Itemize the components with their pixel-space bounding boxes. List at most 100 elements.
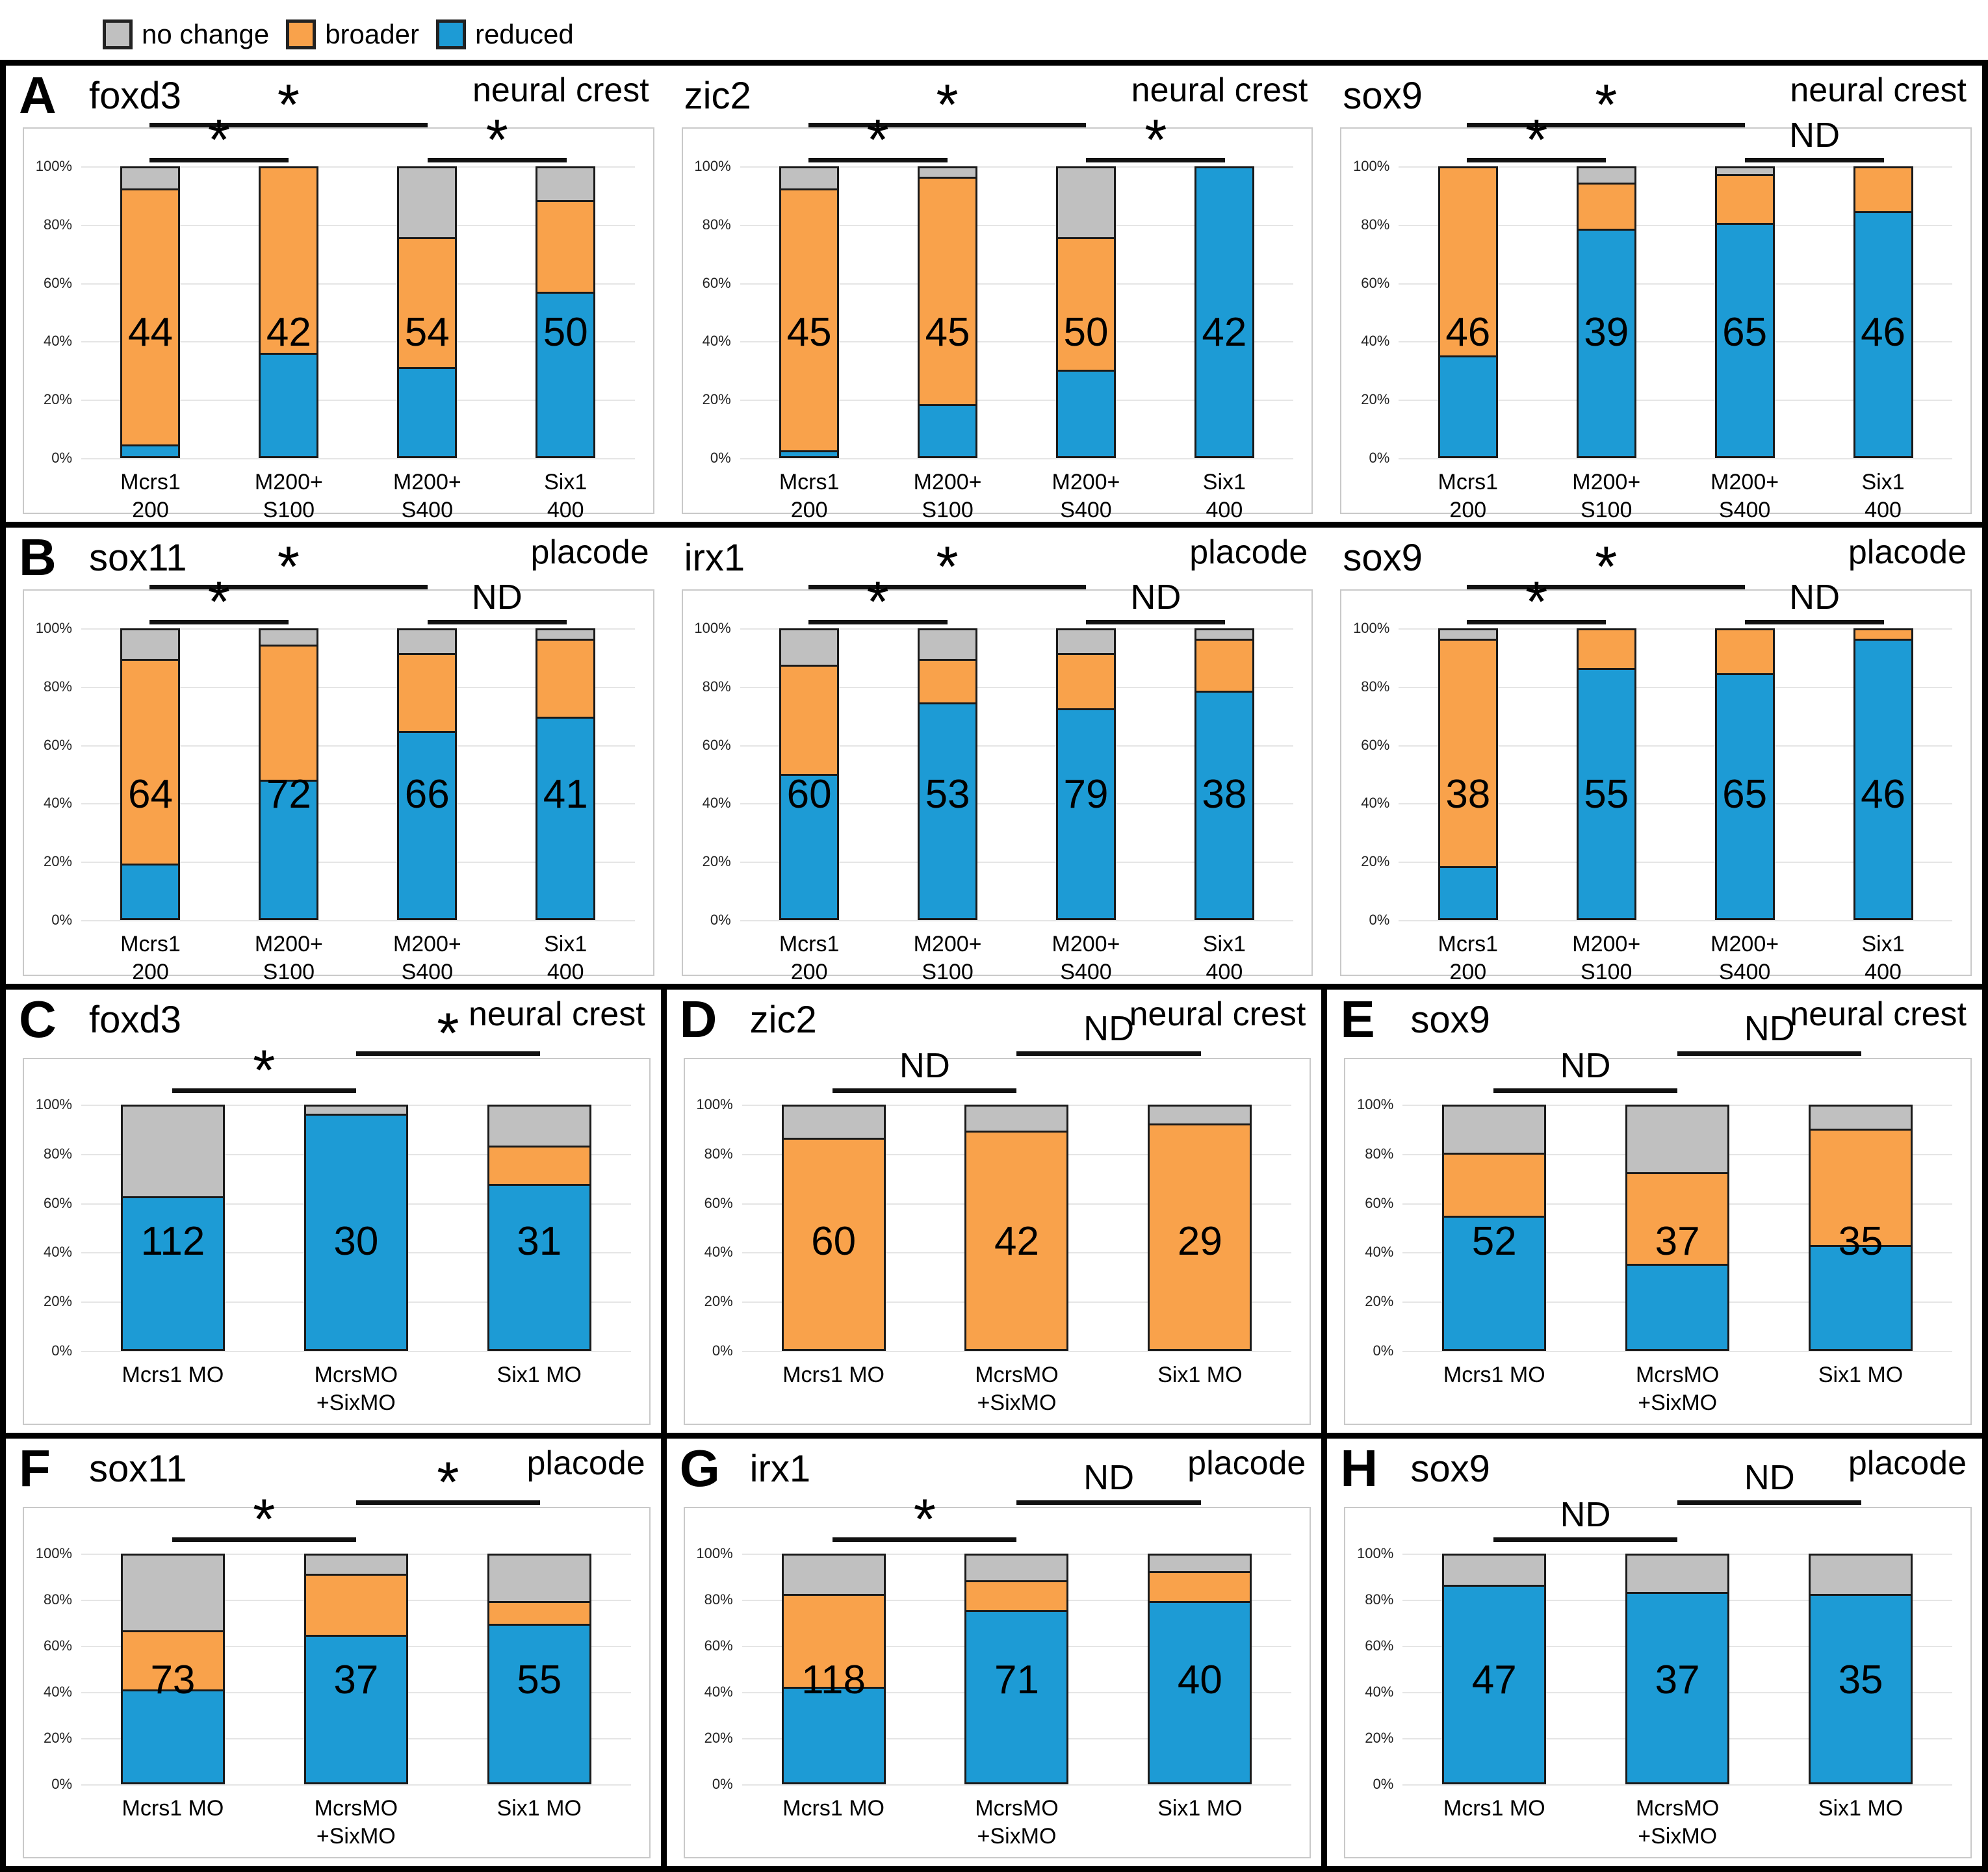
gridline	[740, 224, 1294, 226]
segment-broader	[783, 1138, 884, 1349]
bar-Six1 MO: 29	[1148, 1105, 1252, 1351]
significance-line	[1467, 585, 1746, 589]
n-count-label: 50	[1063, 309, 1109, 355]
region-label: placode	[526, 1444, 645, 1482]
region-label: placode	[1189, 533, 1308, 571]
y-axis-tick: 0%	[712, 1776, 733, 1792]
gridline	[1399, 745, 1953, 747]
category-label: M200+ S400	[1052, 470, 1120, 522]
segment-reduced	[1716, 673, 1773, 918]
plot-frame: 100% 80% 60% 40% 20% 0% 60 Mcrs1 200 53 M200+ S10…	[681, 589, 1313, 984]
segment-no-change	[1811, 1556, 1911, 1595]
gene-title: sox9	[1410, 1448, 1490, 1490]
segment-reduced	[1716, 223, 1773, 456]
segment-reduced	[1855, 211, 1911, 456]
gridline	[740, 166, 1294, 168]
y-axis-tick: 20%	[43, 1293, 72, 1310]
y-axis-tick: 0%	[1369, 450, 1390, 466]
bar-Six1 MO: 40	[1148, 1554, 1252, 1784]
bar-M200+-S100: 53	[918, 628, 978, 920]
significance-line	[1677, 1051, 1862, 1056]
bar-M200+-S400: 54	[397, 166, 458, 458]
significance-line	[149, 123, 428, 127]
segment-broader	[1811, 1128, 1911, 1245]
chart-area: 100% 80% 60% 40% 20% 0% 118 Mcrs1 MO 71 McrsMO +S…	[696, 1545, 1292, 1849]
y-axis-tick: 20%	[1361, 391, 1390, 408]
segment-broader	[399, 237, 456, 367]
segment-no-change	[489, 1107, 589, 1146]
segment-broader	[122, 659, 179, 864]
chart-area: 100% 80% 60% 40% 20% 0% 73 Mcrs1 MO 37 McrsMO +Si…	[36, 1545, 631, 1849]
y-axis-tick: 40%	[1365, 1244, 1394, 1261]
gene-title: irx1	[749, 1448, 811, 1490]
gridline	[1399, 400, 1953, 402]
y-axis-tick: 40%	[702, 333, 731, 350]
category-label: Mcrs1 MO	[122, 1796, 224, 1821]
segment-reduced	[399, 366, 456, 456]
bar-M200+-S100: 72	[259, 628, 319, 920]
segment-broader	[1627, 1172, 1728, 1264]
segment-no-change	[966, 1556, 1067, 1581]
not-different-label: ND	[1744, 1009, 1795, 1048]
segment-reduced	[261, 780, 317, 918]
segment-no-change	[261, 630, 317, 645]
bar-McrsMO-+SixMO: 37	[1625, 1105, 1730, 1351]
no-change-swatch-icon	[103, 19, 133, 49]
y-axis-tick: 0%	[712, 1342, 733, 1359]
bar-McrsMO-+SixMO: 42	[964, 1105, 1069, 1351]
category-label: Mcrs1 200	[120, 932, 181, 984]
category-label: M200+ S100	[913, 932, 982, 984]
segment-reduced	[1196, 691, 1252, 918]
y-axis-tick: 20%	[704, 1293, 733, 1310]
y-axis-tick: 80%	[1361, 678, 1390, 695]
gridline	[740, 803, 1294, 805]
panel-letter-B: B	[19, 528, 57, 586]
plot-frame: 100% 80% 60% 40% 20% 0% 52 Mcrs1 MO 37 McrsMO +Si…	[1344, 1058, 1972, 1425]
segment-no-change	[1578, 168, 1634, 183]
n-count-label: 29	[1177, 1218, 1222, 1264]
y-axis-tick: 100%	[35, 158, 72, 174]
n-count-label: 35	[1838, 1218, 1883, 1264]
gene-title: irx1	[684, 537, 745, 579]
y-axis-tick: 20%	[702, 853, 731, 870]
gridline	[740, 628, 1294, 630]
bar-Six1-400: 38	[1194, 628, 1254, 920]
asterisk-significance-label: *	[936, 72, 959, 136]
asterisk-significance-label: *	[437, 1450, 459, 1514]
plot-frame: 100% 80% 60% 40% 20% 0% 38 Mcrs1 200 55 M200+ S10…	[1340, 589, 1972, 984]
y-axis-tick: 100%	[694, 158, 731, 174]
y-axis-tick: 0%	[51, 1342, 72, 1359]
significance-line	[355, 1051, 541, 1056]
region-label: neural crest	[468, 995, 645, 1033]
y-axis-tick: 0%	[51, 450, 72, 466]
y-axis-tick: 60%	[43, 736, 72, 753]
category-label: M200+ S100	[913, 470, 982, 522]
segment-broader	[1578, 630, 1634, 668]
category-label: Six1 400	[1861, 470, 1905, 522]
n-count-label: 38	[1202, 771, 1247, 817]
n-count-label: 79	[1063, 771, 1109, 817]
n-count-label: 30	[333, 1218, 379, 1264]
segment-reduced	[122, 1196, 223, 1349]
asterisk-significance-label: *	[277, 72, 300, 136]
segment-reduced	[781, 774, 838, 918]
y-axis-tick: 60%	[1365, 1637, 1394, 1654]
segment-broader	[261, 168, 317, 353]
gridline	[1399, 803, 1953, 805]
y-axis-tick: 20%	[43, 391, 72, 408]
segment-broader	[537, 639, 594, 717]
n-count-label: 37	[1655, 1658, 1700, 1703]
y-axis-tick: 0%	[51, 912, 72, 928]
category-label: McrsMO +SixMO	[314, 1363, 398, 1415]
significance-line	[355, 1500, 541, 1505]
category-label: Six1 400	[544, 470, 587, 522]
segment-reduced	[1578, 667, 1634, 918]
plot-frame: 100% 80% 60% 40% 20% 0% 45 Mcrs1 200 45 M200+ S10…	[681, 127, 1313, 522]
gridline	[1402, 1784, 1952, 1786]
n-count-label: 42	[266, 309, 311, 355]
plot-frame: 100% 80% 60% 40% 20% 0% 112 Mcrs1 MO 30 McrsMO +S…	[23, 1058, 651, 1425]
bar-M200+-S100: 55	[1576, 628, 1636, 920]
